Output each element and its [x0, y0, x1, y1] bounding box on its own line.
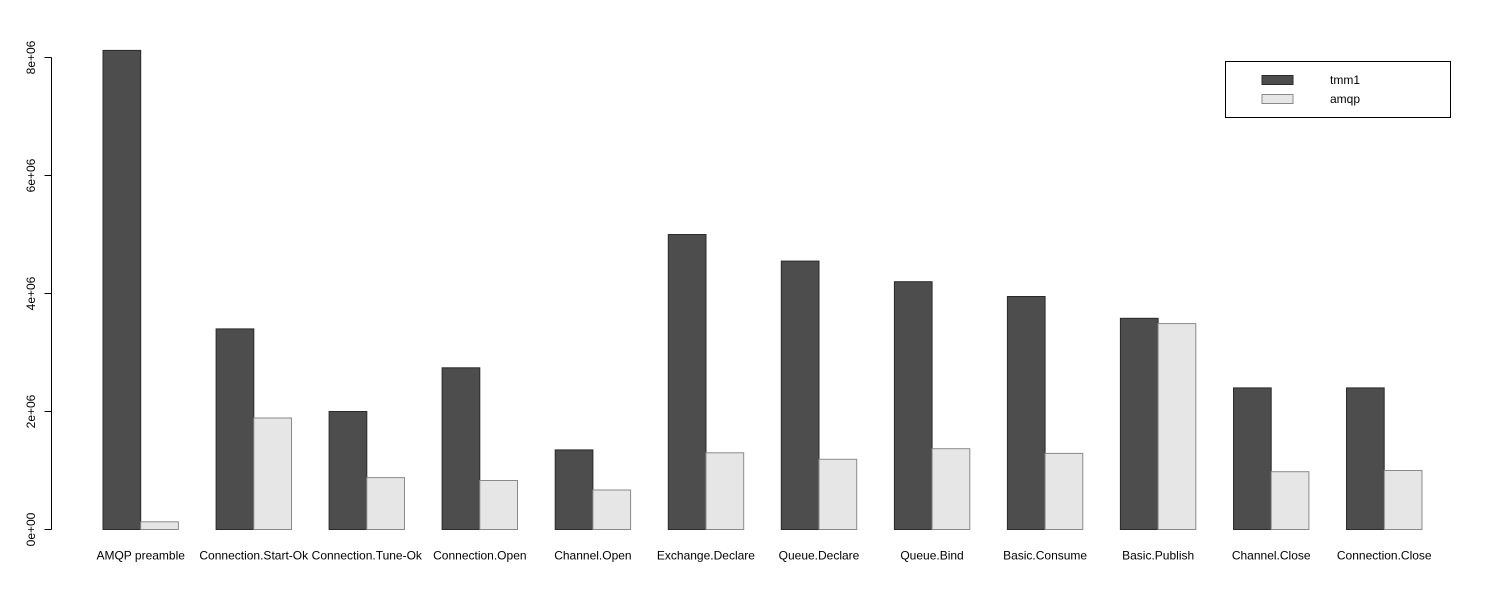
legend-box — [1225, 61, 1451, 118]
category-label: Queue.Declare — [779, 549, 860, 563]
legend-label-amqp: amqp — [1330, 92, 1360, 106]
y-axis: 0e+00 2e+06 4e+06 6e+06 8e+06 — [24, 40, 52, 546]
bar-tmm1 — [328, 411, 368, 530]
y-tick-label: 2e+06 — [24, 394, 38, 428]
bar-tmm1 — [102, 49, 142, 531]
bar-amqp — [931, 448, 971, 531]
category-label: Channel.Close — [1232, 549, 1311, 563]
bar-tmm1 — [667, 234, 707, 530]
category-label: Connection.Tune-Ok — [312, 549, 423, 563]
category-label: Basic.Consume — [1003, 549, 1087, 563]
legend: tmm1 amqp — [1225, 61, 1451, 118]
bar-tmm1 — [554, 449, 594, 530]
y-tick-label: 6e+06 — [24, 158, 38, 192]
y-tick-label: 4e+06 — [24, 276, 38, 310]
bar-amqp — [366, 477, 405, 531]
legend-swatch-amqp — [1261, 94, 1294, 104]
bar-tmm1 — [1346, 387, 1385, 530]
category-label: Queue.Bind — [900, 549, 963, 563]
bar-amqp — [253, 417, 293, 530]
bar-amqp — [1383, 470, 1423, 530]
category-label: Connection.Close — [1337, 549, 1432, 563]
category-label: Connection.Open — [433, 549, 526, 563]
bar-tmm1 — [1006, 296, 1046, 530]
bar-amqp — [818, 458, 858, 530]
bar-amqp — [140, 521, 179, 530]
category-labels: AMQP preamble Connection.Start-Ok Connecti… — [96, 549, 1431, 563]
bar-tmm1 — [215, 328, 255, 530]
legend-label-tmm1: tmm1 — [1330, 73, 1360, 87]
bar-amqp — [705, 452, 745, 530]
bar-tmm1 — [1119, 317, 1159, 530]
legend-swatch-tmm1 — [1261, 75, 1294, 85]
bar-groups — [102, 49, 1423, 531]
category-label: AMQP preamble — [96, 549, 185, 563]
bar-tmm1 — [780, 260, 820, 530]
bar-tmm1 — [893, 281, 933, 531]
bar-tmm1 — [441, 367, 481, 530]
bar-tmm1 — [1233, 387, 1272, 530]
bar-amqp — [1157, 323, 1197, 530]
y-tick-label: 8e+06 — [24, 40, 38, 74]
y-tick-label: 0e+00 — [24, 512, 38, 546]
category-label: Connection.Start-Ok — [199, 549, 309, 563]
bar-amqp — [1044, 452, 1084, 530]
bar-amqp — [592, 489, 632, 530]
category-label: Channel.Open — [554, 549, 631, 563]
bar-amqp — [479, 480, 518, 530]
category-label: Basic.Publish — [1122, 549, 1194, 563]
category-label: Exchange.Declare — [657, 549, 755, 563]
bar-amqp — [1270, 471, 1310, 531]
